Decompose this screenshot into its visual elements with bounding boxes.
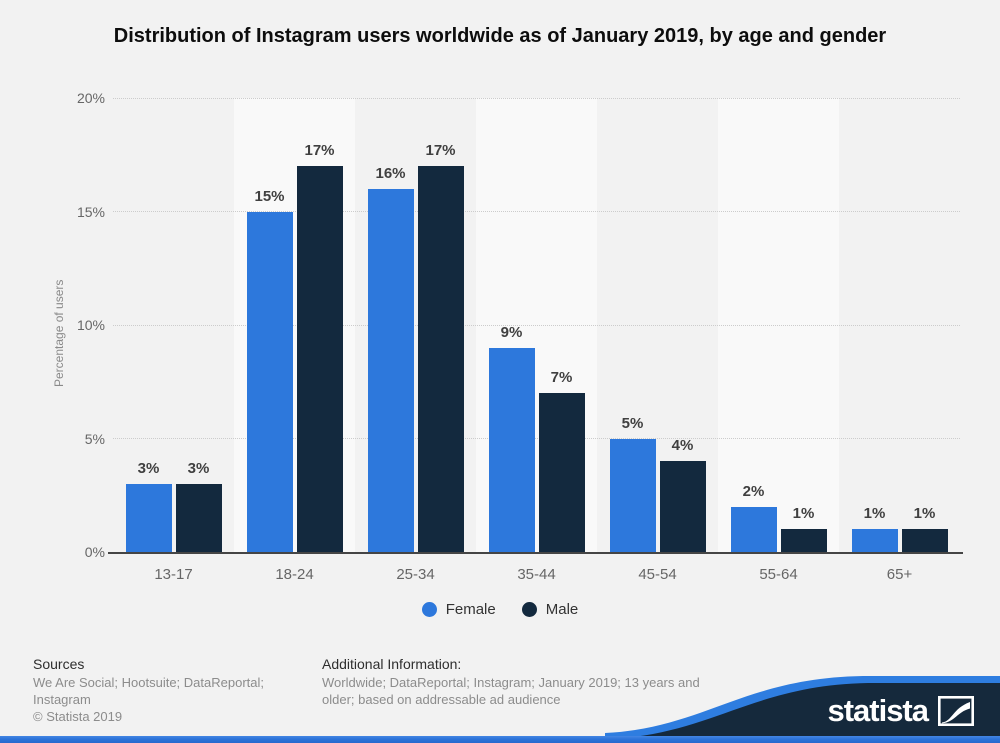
bar-female-45-54 <box>609 438 656 552</box>
bar-male-35-44 <box>538 393 585 552</box>
bar-value-label-female-35-44: 9% <box>500 323 523 341</box>
bar-female-25-34 <box>367 188 414 552</box>
bar-female-13-17 <box>125 483 172 552</box>
additional-info-section: Additional Information: Worldwide; DataR… <box>322 656 717 708</box>
bar-female-35-44 <box>488 347 535 552</box>
bar-male-45-54 <box>659 461 706 552</box>
bar-female-55-64 <box>730 506 777 552</box>
bar-male-55-64 <box>780 529 827 552</box>
legend-swatch-female <box>421 601 437 617</box>
additional-info-text: Worldwide; DataReportal; Instagram; Janu… <box>322 675 700 707</box>
y-tick-label-15%: 15% <box>76 203 105 220</box>
bar-female-65+ <box>851 529 898 552</box>
legend-swatch-male <box>521 601 537 617</box>
x-axis-line <box>108 552 963 554</box>
x-tick-label-65+: 65+ <box>886 566 913 583</box>
bar-value-label-female-55-64: 2% <box>742 482 765 500</box>
bar-male-18-24 <box>296 166 343 552</box>
y-axis-title: Percentage of users <box>52 279 66 387</box>
gridline-5% <box>113 438 960 439</box>
bar-female-18-24 <box>246 211 293 552</box>
y-tick-label-5%: 5% <box>84 430 105 447</box>
y-tick-label-20%: 20% <box>76 90 105 106</box>
chart-title: Distribution of Instagram users worldwid… <box>113 25 887 47</box>
sources-text: We Are Social; Hootsuite; DataReportal; … <box>33 675 264 707</box>
legend-label-female: Female <box>445 600 496 618</box>
y-tick-label-0%: 0% <box>84 544 105 560</box>
statista-logo: statista <box>827 695 974 726</box>
gridline-20% <box>113 97 960 99</box>
additional-info-label: Additional Information: <box>322 656 462 672</box>
x-tick-label-25-34: 25-34 <box>396 566 435 583</box>
bar-value-label-male-65+: 1% <box>913 505 936 523</box>
y-tick-label-10%: 10% <box>76 317 105 333</box>
bar-value-label-female-18-24: 15% <box>254 187 285 205</box>
bottom-accent-bar <box>0 736 1000 743</box>
copyright-text: © Statista 2019 <box>33 709 123 724</box>
bar-value-label-female-65+: 1% <box>863 505 886 523</box>
bar-value-label-female-45-54: 5% <box>621 414 644 432</box>
bar-value-label-male-25-34: 17% <box>425 142 456 160</box>
bar-value-label-male-35-44: 7% <box>550 369 573 387</box>
statista-wordmark: statista <box>827 693 929 728</box>
legend: Female Male <box>0 597 1000 621</box>
legend-label-male: Male <box>545 600 579 618</box>
statista-wave-decoration <box>605 676 1000 737</box>
gridline-15% <box>113 211 960 212</box>
bar-value-label-male-55-64: 1% <box>792 505 815 523</box>
bar-value-label-male-18-24: 17% <box>304 142 335 160</box>
bar-value-label-male-45-54: 4% <box>671 437 694 455</box>
bar-value-label-female-25-34: 16% <box>375 164 406 182</box>
sources-section: Sources We Are Social; Hootsuite; DataRe… <box>33 656 298 724</box>
legend-item-female: Female <box>421 600 496 618</box>
x-tick-label-18-24: 18-24 <box>275 566 314 583</box>
bar-male-25-34 <box>417 166 464 552</box>
x-tick-label-55-64: 55-64 <box>759 566 798 583</box>
sources-label: Sources <box>33 656 85 672</box>
x-tick-label-35-44: 35-44 <box>517 566 556 583</box>
legend-item-male: Male <box>521 600 579 618</box>
bar-value-label-female-13-17: 3% <box>137 459 160 477</box>
bar-value-label-male-13-17: 3% <box>187 459 210 477</box>
x-tick-label-45-54: 45-54 <box>638 566 677 583</box>
bar-male-13-17 <box>175 483 222 552</box>
x-tick-label-13-17: 13-17 <box>154 566 193 583</box>
statista-logo-icon <box>938 695 974 726</box>
gridline-10% <box>113 324 960 326</box>
bar-male-65+ <box>901 529 948 552</box>
